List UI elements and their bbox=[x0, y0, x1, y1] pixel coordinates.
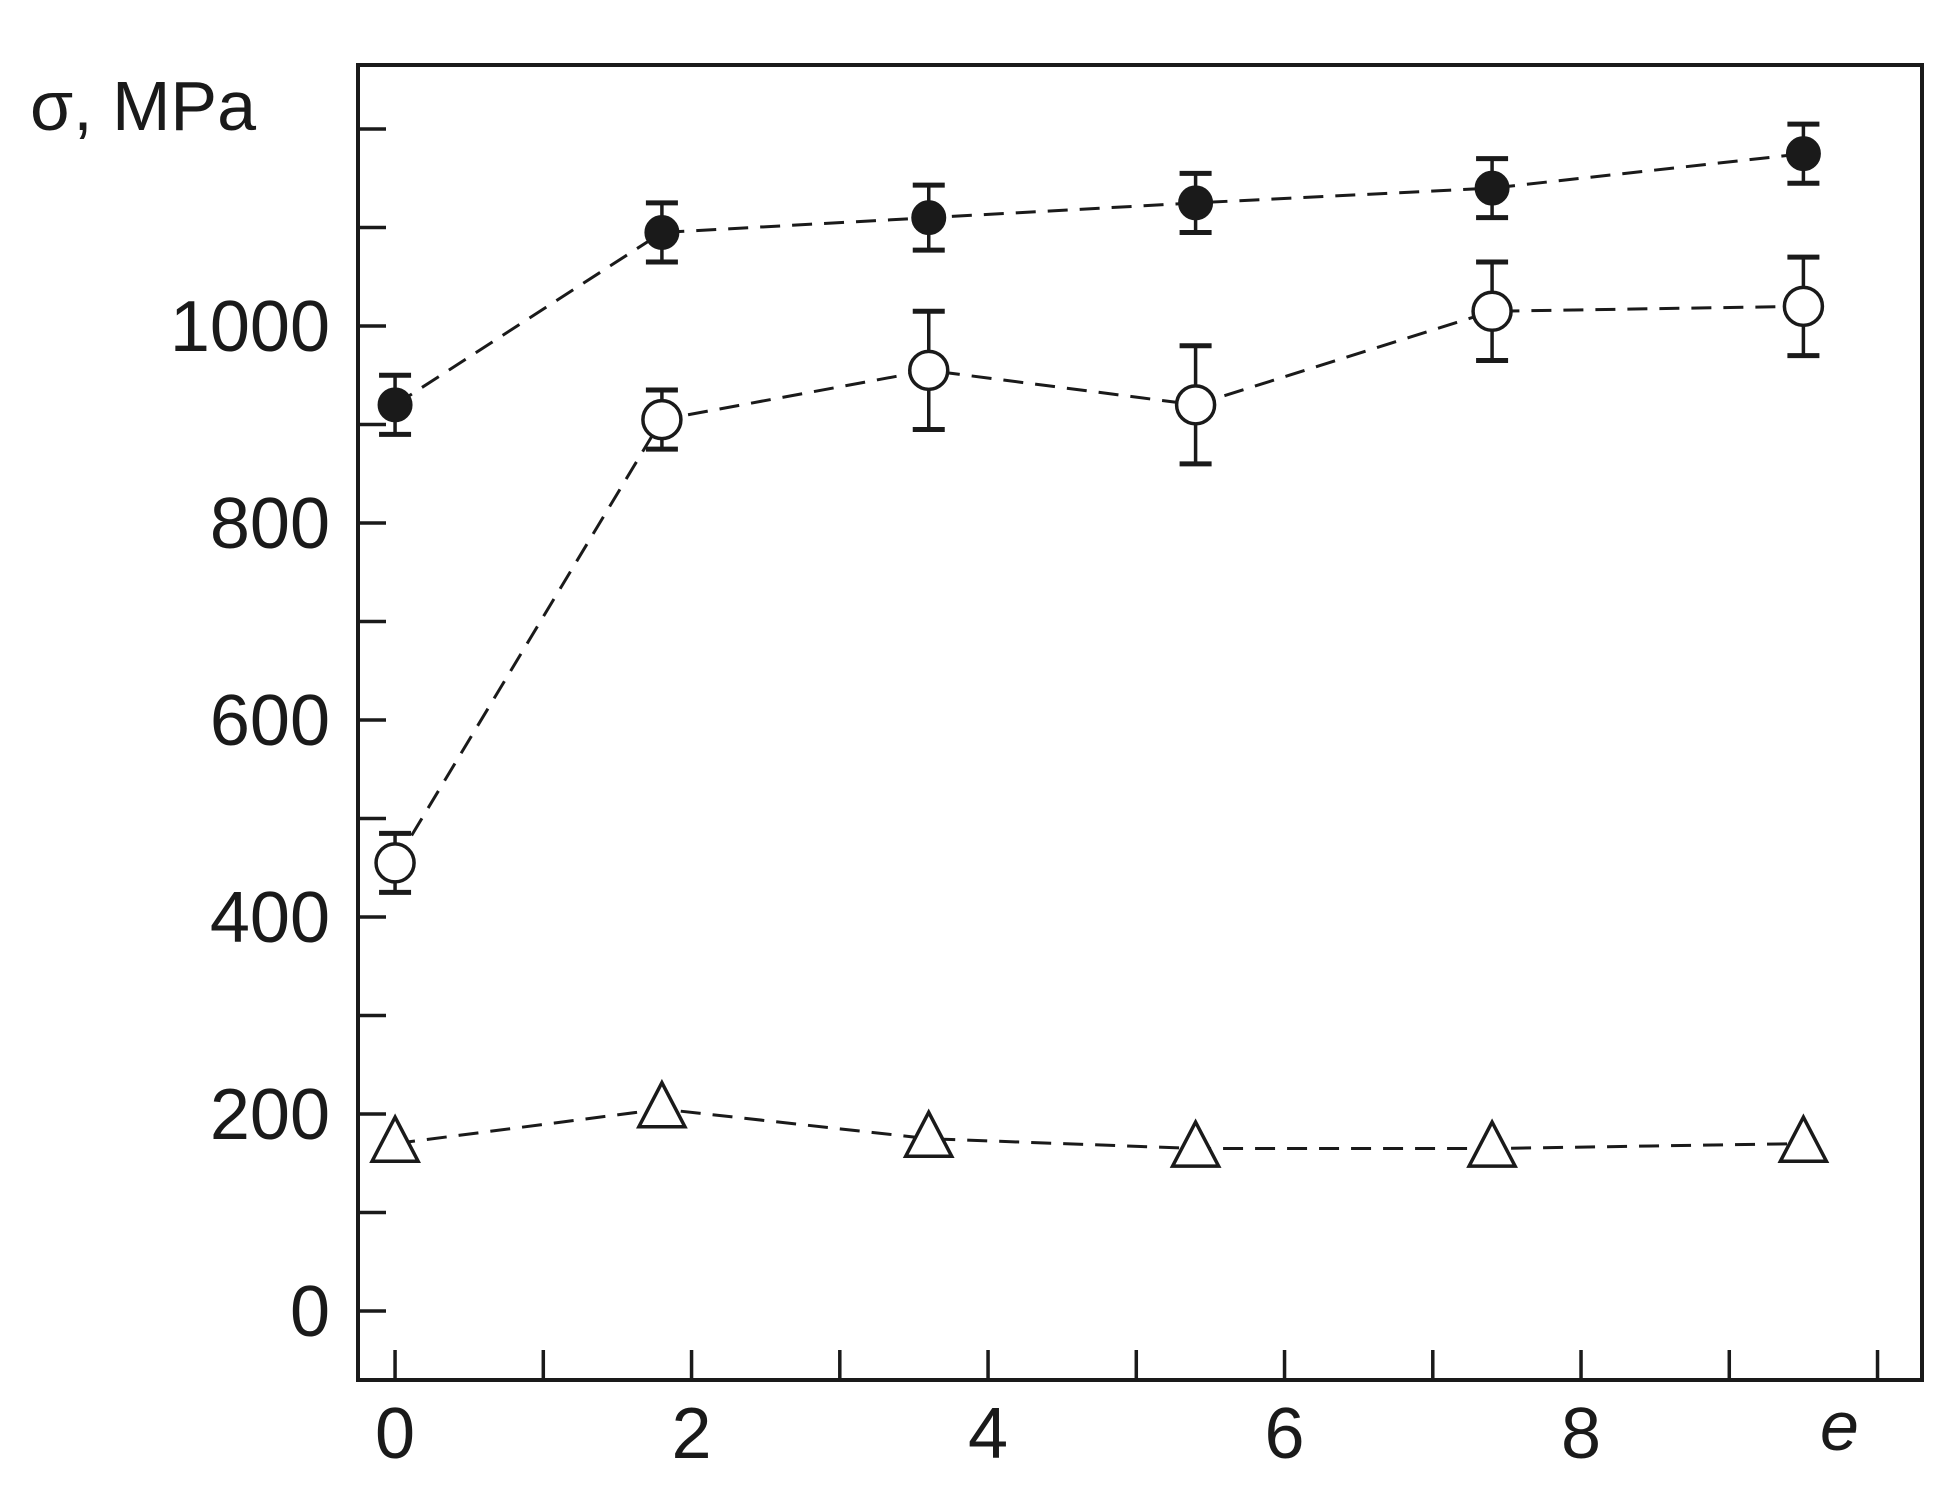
y-tick-label: 400 bbox=[210, 878, 330, 958]
filled-circle-point bbox=[1474, 170, 1510, 206]
x-tick-label: 6 bbox=[1265, 1394, 1305, 1474]
axis-ticks bbox=[358, 127, 1880, 1380]
filled-circle-point bbox=[1785, 136, 1821, 172]
x-axis-label: e bbox=[1820, 1387, 1859, 1465]
filled-circle-point bbox=[911, 200, 947, 236]
open-circle-point bbox=[907, 349, 950, 392]
open-circle-point bbox=[1782, 285, 1825, 328]
open-circle-point bbox=[1471, 290, 1513, 333]
y-axis-label: σ, MPa bbox=[30, 67, 256, 145]
plot-area-border bbox=[356, 63, 1924, 1382]
filled-circle-point bbox=[644, 214, 680, 250]
open-triangle-point bbox=[902, 1108, 955, 1159]
open-circle-point bbox=[374, 842, 416, 884]
series-2-line bbox=[393, 304, 1804, 864]
x-tick-label: 0 bbox=[375, 1394, 415, 1474]
open-triangle-point bbox=[1466, 1118, 1518, 1168]
open-circle-point bbox=[1174, 384, 1217, 426]
open-triangle-point bbox=[1169, 1118, 1222, 1168]
y-tick-label: 200 bbox=[210, 1075, 330, 1155]
x-tick-label: 2 bbox=[672, 1394, 712, 1474]
series-1-line bbox=[394, 152, 1804, 407]
plot-frame bbox=[356, 63, 1924, 1382]
x-tick-label: 4 bbox=[968, 1394, 1008, 1474]
filled-circle-point bbox=[1178, 185, 1214, 221]
open-triangle-point bbox=[1777, 1113, 1830, 1163]
filled-circle-point bbox=[377, 387, 413, 423]
open-triangle-point bbox=[636, 1078, 688, 1129]
series-3-line bbox=[394, 1107, 1804, 1150]
tick-labels: 0 200 400 600 800 1000 0 2 4 6 8 bbox=[170, 287, 1601, 1474]
y-tick-label: 0 bbox=[290, 1272, 330, 1352]
y-tick-label: 1000 bbox=[170, 287, 330, 367]
error-bars bbox=[379, 121, 1820, 895]
data-markers bbox=[369, 136, 1830, 1168]
x-tick-label: 8 bbox=[1561, 1394, 1601, 1474]
y-tick-label: 600 bbox=[210, 681, 330, 761]
open-circle-point bbox=[641, 398, 683, 441]
y-tick-label: 800 bbox=[210, 484, 330, 564]
series-lines bbox=[393, 152, 1804, 1150]
open-triangle-point bbox=[369, 1113, 421, 1163]
